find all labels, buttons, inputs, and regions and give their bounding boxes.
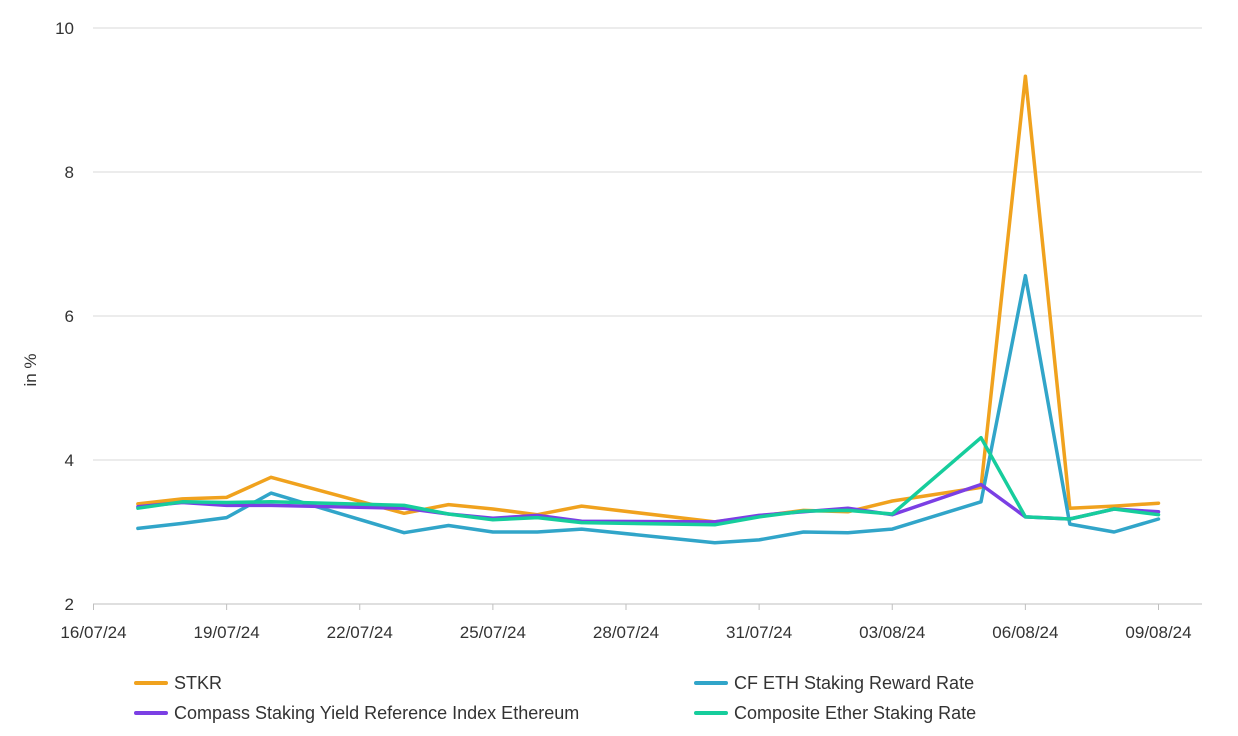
y-tick-label-10: 10 [55, 19, 74, 38]
legend-swatch-composite [694, 711, 728, 715]
y-tick-label-8: 8 [65, 163, 74, 182]
y-tick-label-4: 4 [65, 451, 74, 470]
x-axis: 16/07/24 19/07/24 22/07/24 25/07/24 28/07/24… [60, 603, 1202, 642]
legend-item-composite: Composite Ether Staking Rate [694, 698, 976, 728]
line-chart: 2 4 6 8 10 16/07/24 19/07/24 22/07/24 25/07/24 2… [21, 19, 1202, 642]
x-tick-label-2: 22/07/24 [327, 623, 393, 642]
legend: STKR CF ETH Staking Reward Rate Compass … [0, 666, 1238, 730]
legend-label-stkr: STKR [174, 672, 223, 693]
legend-swatch-stkr [134, 681, 168, 685]
legend-label-composite: Composite Ether Staking Rate [734, 702, 977, 723]
legend-item-cf-eth: CF ETH Staking Reward Rate [694, 668, 974, 698]
series-line-0 [136, 74, 1161, 524]
series-lines [136, 74, 1161, 545]
x-tick-label-1: 19/07/24 [194, 623, 260, 642]
y-tick-label-2: 2 [65, 595, 74, 614]
x-tick-label-6: 03/08/24 [859, 623, 925, 642]
legend-swatch-cf-eth [694, 681, 728, 685]
y-axis-title: in % [21, 353, 40, 386]
x-tick-label-8: 09/08/24 [1125, 623, 1191, 642]
legend-label-compass: Compass Staking Yield Reference Index Et… [174, 702, 580, 723]
x-tick-label-4: 28/07/24 [593, 623, 659, 642]
x-tick-label-0: 16/07/24 [60, 623, 126, 642]
grid-lines [93, 27, 1202, 461]
x-tick-label-7: 06/08/24 [992, 623, 1058, 642]
x-tick-label-3: 25/07/24 [460, 623, 526, 642]
legend-item-compass: Compass Staking Yield Reference Index Et… [134, 698, 579, 728]
x-tick-label-5: 31/07/24 [726, 623, 792, 642]
legend-item-stkr: STKR [134, 668, 222, 698]
legend-label-cf-eth: CF ETH Staking Reward Rate [734, 672, 975, 693]
legend-swatch-compass [134, 711, 168, 715]
series-line-3 [136, 435, 1161, 527]
y-axis: 2 4 6 8 10 [55, 19, 74, 614]
series-line-1 [136, 273, 1161, 545]
y-tick-label-6: 6 [65, 307, 74, 326]
